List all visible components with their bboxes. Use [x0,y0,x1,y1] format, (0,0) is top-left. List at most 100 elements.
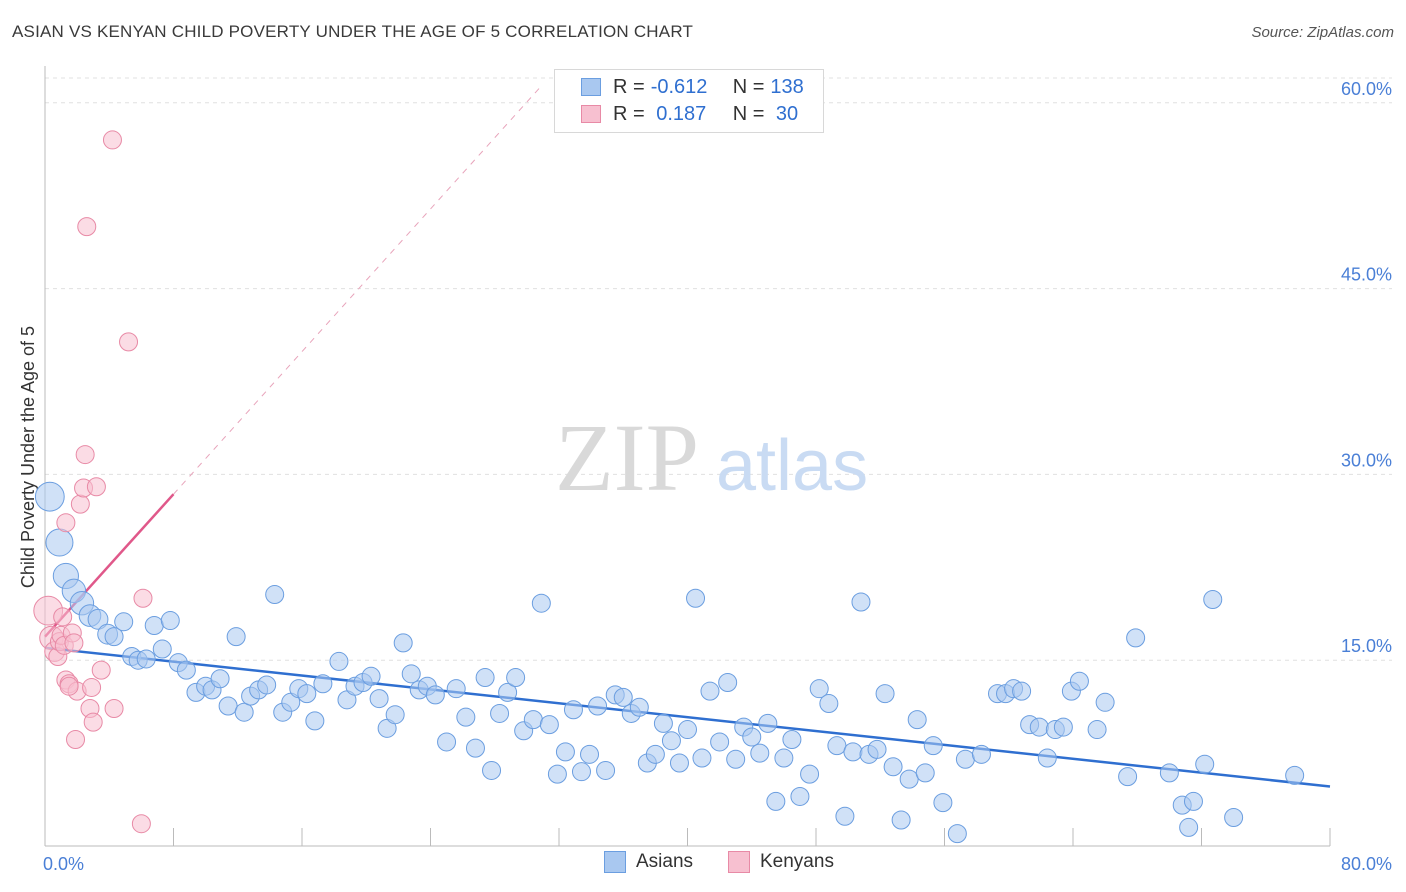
point-asians [800,764,820,784]
point-asians [144,616,164,636]
data-points [33,130,1305,844]
point-asians [955,749,975,769]
point-asians [726,749,746,769]
point-kenyans [75,445,95,465]
point-asians [571,762,591,782]
point-asians [104,627,124,647]
point-asians [596,760,616,780]
legend-r-value: -0.612 [650,75,708,98]
point-asians [475,668,495,688]
point-asians [547,764,567,784]
point-asians [947,824,967,844]
point-asians [1159,763,1179,783]
point-asians [750,743,770,763]
point-asians [835,806,855,826]
point-asians [1183,791,1203,811]
point-asians [210,669,230,689]
legend-swatch-kenyans [728,851,750,873]
point-asians [933,793,953,813]
legend-label-asians: Asians [636,851,694,872]
series-legend: Asians Kenyans [0,851,1406,879]
point-asians [1118,767,1138,787]
stats-legend: R = -0.612 N = 138 R = 0.187 N = 30 [554,69,824,133]
watermark-zip: ZIP [555,404,699,511]
point-asians [766,791,786,811]
point-kenyans [83,712,103,732]
point-asians [678,720,697,740]
point-asians [523,710,543,730]
legend-swatch-asians [604,851,626,873]
legend-swatch-asians [581,78,601,96]
legend-r-label: R = [613,102,645,125]
point-asians [297,684,317,704]
point-asians [971,744,991,764]
point-kenyans [131,814,151,834]
y-axis-label: Child Poverty Under the Age of 5 [18,326,38,588]
point-asians [915,763,935,783]
point-asians [45,528,74,557]
point-asians [700,681,720,701]
legend-n-label: N = [732,102,765,125]
point-asians [506,668,526,688]
point-asians [809,679,829,699]
point-asians [653,713,673,733]
point-asians [456,707,476,727]
point-asians [1087,720,1107,740]
point-asians [1179,817,1199,837]
point-asians [1203,589,1223,609]
point-kenyans [104,699,124,719]
legend-row-kenyans: R = 0.187 N = 30 [581,101,798,127]
point-asians [34,481,65,512]
point-kenyans [56,513,76,533]
point-asians [369,689,389,709]
point-kenyans [82,677,102,697]
point-asians [482,760,502,780]
point-asians [329,651,349,671]
point-asians [425,685,445,705]
point-asians [613,687,633,707]
point-asians [686,588,706,608]
point-kenyans [70,494,90,514]
x-tick-label-min: 0.0% [43,854,84,874]
point-asians [176,660,196,680]
point-asians [465,738,485,758]
point-asians [580,744,600,764]
point-asians [361,666,381,686]
point-asians [498,682,518,702]
point-kenyans [66,729,86,749]
point-asians [1195,754,1215,774]
point-asians [234,702,254,722]
point-asians [385,705,405,725]
x-tick-labels: 0.0% 80.0% [43,854,1392,874]
point-asians [843,742,863,762]
point-asians [883,757,903,777]
point-asians [87,608,109,630]
trend-line-asians [44,646,1331,788]
point-asians [867,739,887,759]
point-asians [1224,808,1244,828]
point-asians [555,742,575,762]
point-asians [1069,671,1089,691]
y-tick-labels: 15.0% 30.0% 45.0% 60.0% [1341,79,1392,656]
point-asians [1037,748,1057,768]
legend-n-value: 138 [770,75,804,98]
point-asians [875,684,895,704]
chart-title: ASIAN VS KENYAN CHILD POVERTY UNDER THE … [12,22,694,41]
chart-source: Source: ZipAtlas.com [1251,24,1394,41]
watermark: ZIP atlas [555,404,868,511]
legend-r-value: 0.187 [650,102,707,125]
point-asians [446,679,466,699]
legend-item-kenyans[interactable]: Kenyans [728,851,834,873]
point-asians [257,675,277,695]
y-tick-label: 60.0% [1341,79,1392,99]
y-tick-label: 45.0% [1341,265,1392,285]
point-asians [437,732,457,752]
legend-item-asians[interactable]: Asians [604,851,693,873]
point-asians [819,694,839,714]
point-asians [692,748,712,768]
point-asians [1012,681,1032,701]
point-asians [629,697,649,717]
point-asians [1029,717,1049,737]
legend-r-label: R = [613,75,645,98]
legend-n-label: N = [732,75,765,98]
